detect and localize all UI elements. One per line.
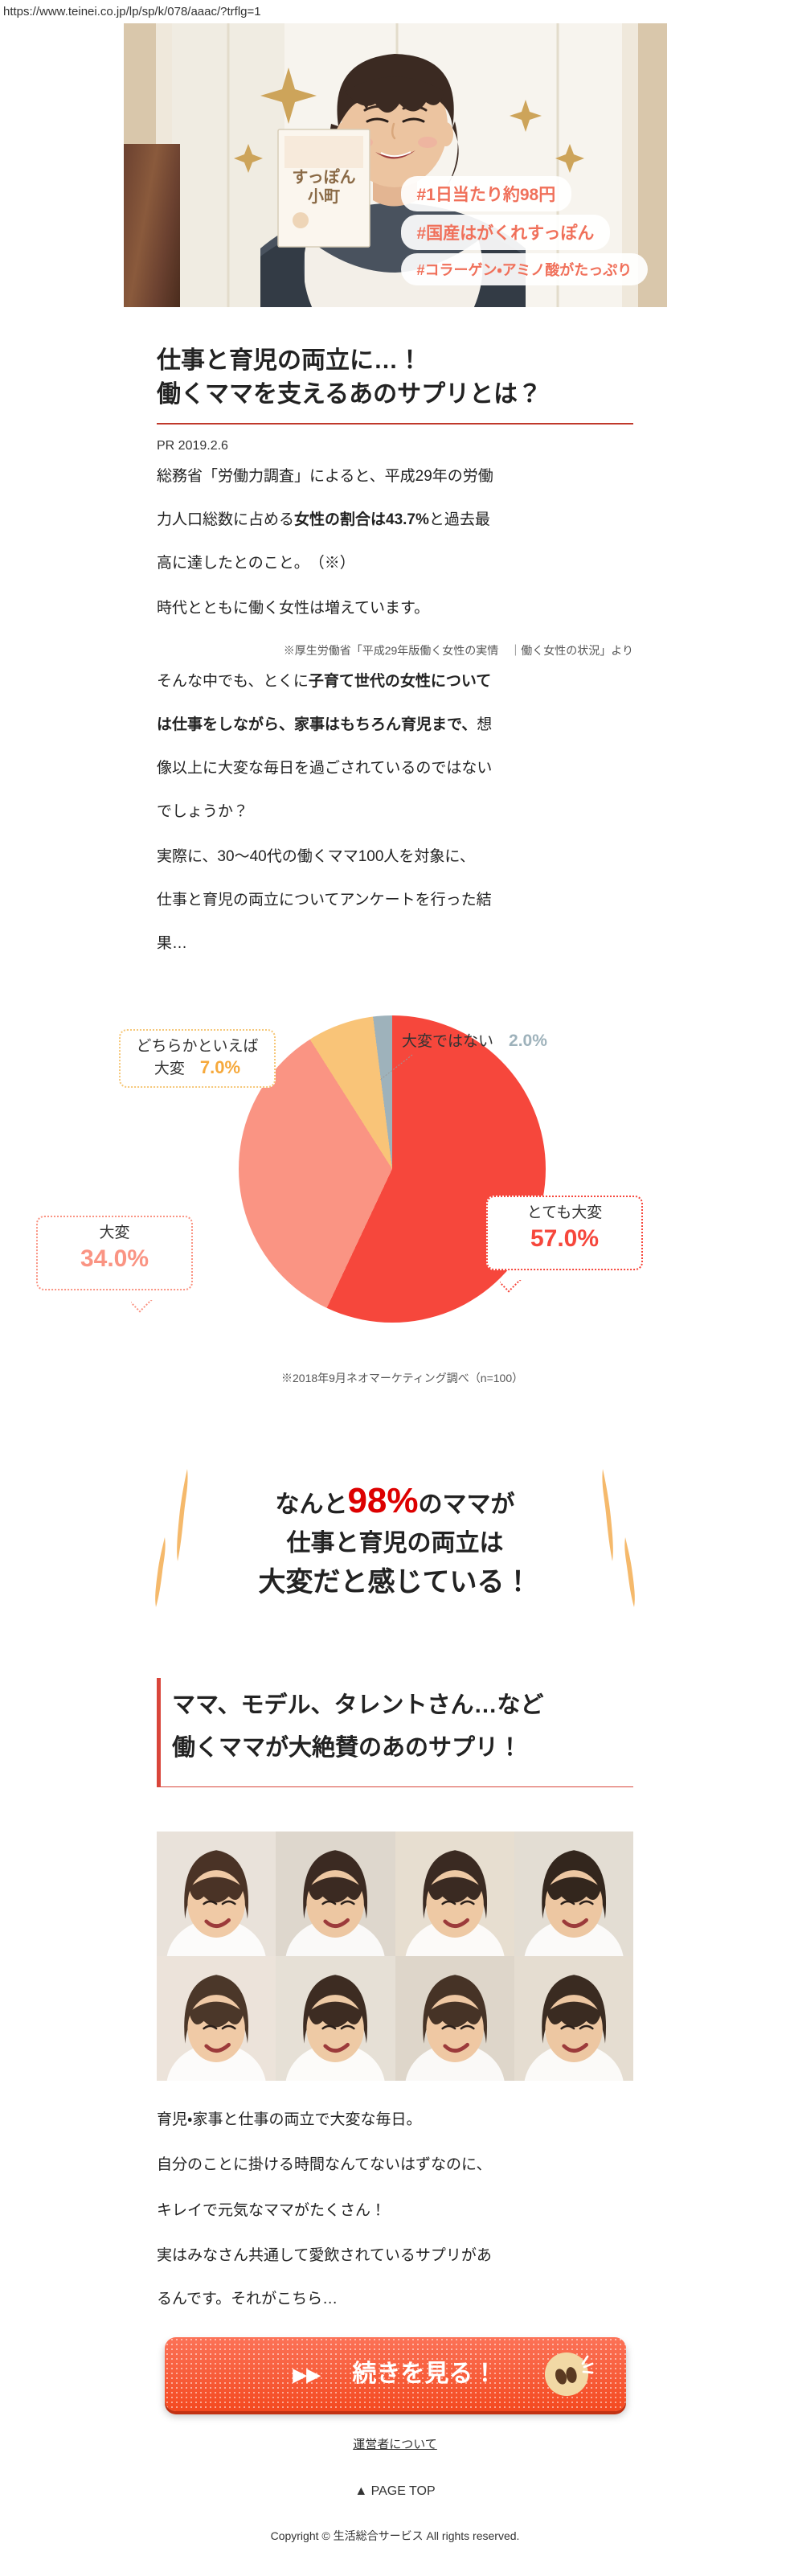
svg-text:すっぽん: すっぽん (292, 167, 355, 187)
svg-text:小町: 小町 (308, 187, 340, 206)
